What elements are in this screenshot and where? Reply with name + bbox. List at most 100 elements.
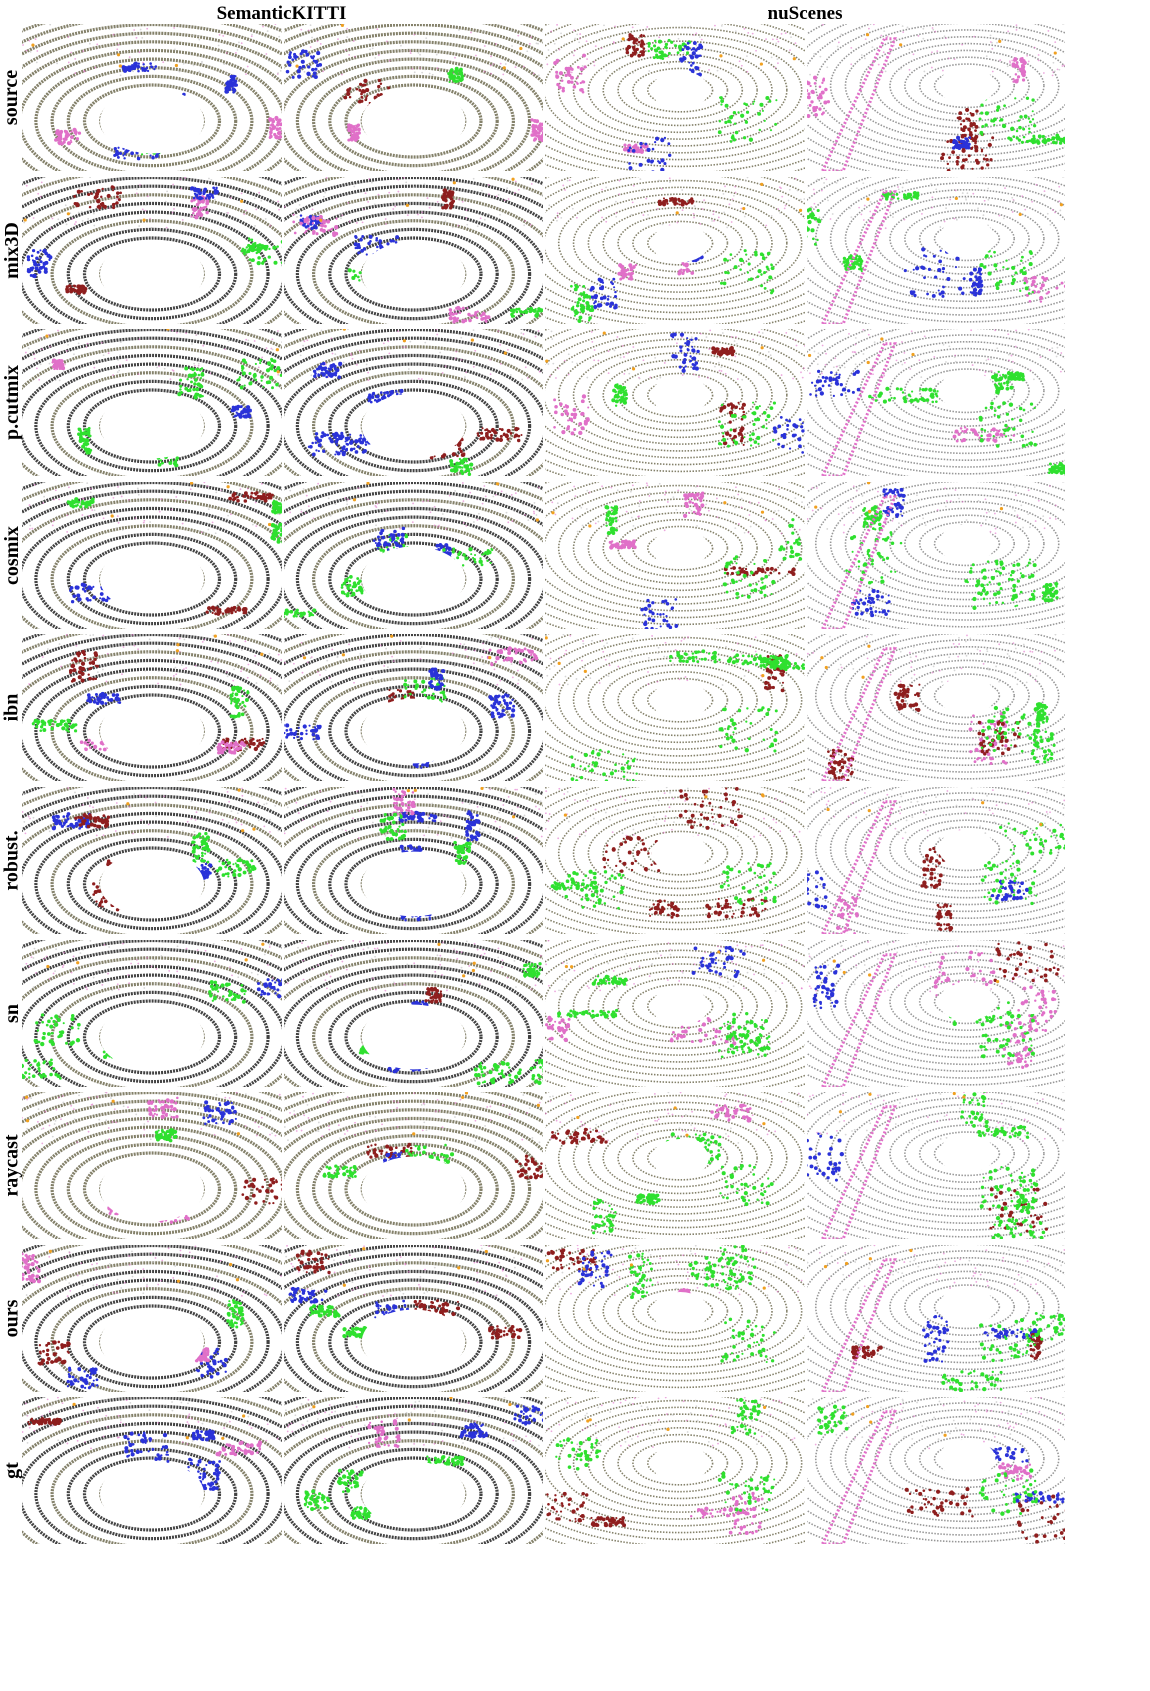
point-cloud-panel: [545, 1092, 805, 1240]
point-cloud-panel: [807, 787, 1065, 934]
row-label-text: cosmix: [0, 525, 23, 585]
point-cloud-panel: [545, 1397, 805, 1545]
row-label-text: source: [0, 69, 23, 126]
point-cloud-image: [284, 1244, 543, 1392]
point-cloud-panel: [545, 634, 805, 782]
row-label-text: gt: [0, 1462, 23, 1480]
point-cloud-image: [284, 634, 543, 782]
point-cloud-image: [22, 329, 282, 477]
point-cloud-panel: [284, 1397, 543, 1545]
row-label-ibn: ibn: [0, 634, 24, 781]
point-cloud-image: [807, 787, 1065, 934]
point-cloud-panel: [807, 24, 1065, 171]
point-cloud-image: [284, 787, 543, 934]
row-label-text: ours: [0, 1299, 23, 1338]
point-cloud-panel: [22, 939, 282, 1087]
point-cloud-panel: [807, 634, 1065, 782]
point-cloud-image: [545, 329, 805, 477]
point-cloud-panel: [22, 787, 282, 934]
point-cloud-panel: [284, 1244, 543, 1392]
point-cloud-panel: [545, 329, 805, 477]
point-cloud-image: [807, 1092, 1065, 1240]
point-cloud-image: [545, 1244, 805, 1392]
row-label-text: ibn: [0, 693, 23, 722]
point-cloud-panel: [22, 1244, 282, 1392]
point-cloud-image: [284, 329, 543, 477]
point-cloud-panel: [807, 1397, 1065, 1545]
column-header-nuscenes: nuScenes: [767, 3, 843, 24]
point-cloud-image: [284, 1092, 543, 1240]
point-cloud-image: [545, 481, 805, 629]
point-cloud-image: [807, 176, 1065, 324]
point-cloud-panel: [807, 939, 1065, 1087]
point-cloud-image: [22, 787, 282, 934]
row-label-text: raycast: [0, 1134, 23, 1197]
row-label-text: mix3D: [0, 221, 23, 279]
point-cloud-image: [22, 1244, 282, 1392]
point-cloud-image: [545, 787, 805, 934]
row-label-source: source: [0, 24, 24, 171]
point-cloud-panel: [545, 481, 805, 629]
point-cloud-panel: [284, 481, 543, 629]
point-cloud-panel: [22, 329, 282, 477]
point-cloud-panel: [284, 939, 543, 1087]
point-cloud-panel: [284, 634, 543, 782]
point-cloud-panel: [284, 24, 543, 171]
row-label-cosmix: cosmix: [0, 482, 24, 629]
point-cloud-panel: [545, 787, 805, 934]
row-label-gt: gt: [0, 1397, 24, 1544]
point-cloud-panel: [22, 634, 282, 782]
row-label-text: robust.: [0, 830, 23, 891]
point-cloud-image: [284, 481, 543, 629]
point-cloud-panel: [22, 176, 282, 324]
point-cloud-image: [22, 176, 282, 324]
point-cloud-image: [22, 1092, 282, 1240]
point-cloud-image: [22, 634, 282, 782]
point-cloud-panel: [545, 176, 805, 324]
point-cloud-image: [22, 1397, 282, 1545]
point-cloud-image: [284, 176, 543, 324]
row-label-sn: sn: [0, 940, 24, 1087]
point-cloud-image: [22, 939, 282, 1087]
row-label-p-cutmix: p.cutmix: [0, 329, 24, 476]
point-cloud-image: [807, 1244, 1065, 1392]
point-cloud-image: [545, 1092, 805, 1240]
point-cloud-image: [545, 24, 805, 171]
point-cloud-image: [22, 24, 282, 171]
point-cloud-panel: [22, 481, 282, 629]
point-cloud-panel: [545, 24, 805, 171]
row-label-mix3d: mix3D: [0, 177, 24, 324]
point-cloud-panel: [807, 1092, 1065, 1240]
point-cloud-image: [22, 481, 282, 629]
point-cloud-image: [284, 939, 543, 1087]
point-cloud-panel: [22, 24, 282, 171]
point-cloud-panel: [22, 1397, 282, 1545]
row-label-text: sn: [0, 1003, 23, 1023]
row-label-raycast: raycast: [0, 1092, 24, 1239]
column-header-semantickitti: SemanticKITTI: [216, 3, 347, 24]
point-cloud-panel: [284, 329, 543, 477]
point-cloud-image: [545, 634, 805, 782]
point-cloud-panel: [22, 1092, 282, 1240]
point-cloud-panel: [807, 329, 1065, 477]
point-cloud-panel: [545, 1244, 805, 1392]
point-cloud-image: [545, 939, 805, 1087]
point-cloud-panel: [807, 1244, 1065, 1392]
point-cloud-image: [807, 481, 1065, 629]
point-cloud-panel: [284, 176, 543, 324]
point-cloud-panel: [807, 176, 1065, 324]
point-cloud-image: [545, 176, 805, 324]
point-cloud-image: [545, 1397, 805, 1545]
point-cloud-image: [807, 939, 1065, 1087]
point-cloud-panel: [284, 787, 543, 934]
row-label-ours: ours: [0, 1245, 24, 1392]
point-cloud-image: [807, 1397, 1065, 1545]
point-cloud-panel: [545, 939, 805, 1087]
row-label-text: p.cutmix: [0, 365, 23, 441]
row-label-robust: robust.: [0, 787, 24, 934]
point-cloud-panel: [807, 481, 1065, 629]
point-cloud-image: [284, 24, 543, 171]
point-cloud-image: [807, 634, 1065, 782]
point-cloud-panel: [284, 1092, 543, 1240]
point-cloud-image: [807, 329, 1065, 477]
